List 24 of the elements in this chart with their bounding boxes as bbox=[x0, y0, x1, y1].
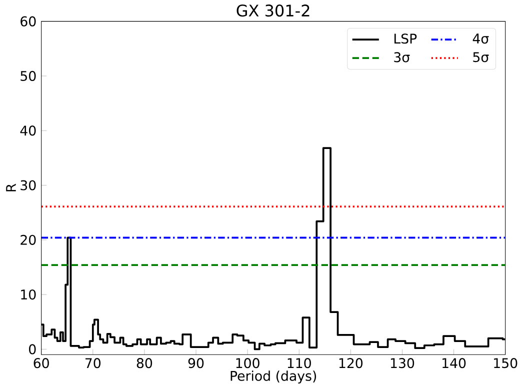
chart-title: GX 301-2 bbox=[236, 4, 310, 17]
y-tick-label: 50 bbox=[20, 70, 36, 82]
legend-label: LSP bbox=[394, 34, 417, 44]
y-tick-label: 10 bbox=[21, 289, 36, 300]
x-axis-title: Period (days) bbox=[230, 370, 316, 384]
x-tick-label: 130 bbox=[390, 358, 414, 368]
y-tick-label: 20 bbox=[20, 234, 36, 245]
y-tick-label: 30 bbox=[20, 180, 36, 190]
x-tick-label: 70 bbox=[85, 358, 100, 368]
x-tick-label: 120 bbox=[339, 358, 363, 368]
y-axis-title: R bbox=[6, 184, 16, 192]
legend-label: 4σ bbox=[472, 34, 489, 44]
x-tick-label: 60 bbox=[34, 358, 49, 368]
legend-label: 5σ bbox=[473, 52, 489, 62]
x-tick-label: 110 bbox=[288, 358, 311, 368]
y-tick-label: 60 bbox=[20, 16, 36, 26]
x-tick-label: 150 bbox=[494, 358, 518, 368]
y-tick-label: 40 bbox=[20, 126, 36, 136]
x-tick-label: 80 bbox=[136, 358, 152, 368]
x-tick-label: 140 bbox=[442, 358, 466, 368]
y-tick-label: 0 bbox=[29, 344, 36, 354]
x-tick-label: 100 bbox=[236, 358, 260, 368]
x-tick-label: 90 bbox=[188, 358, 204, 368]
legend-label: 3σ bbox=[394, 52, 410, 62]
